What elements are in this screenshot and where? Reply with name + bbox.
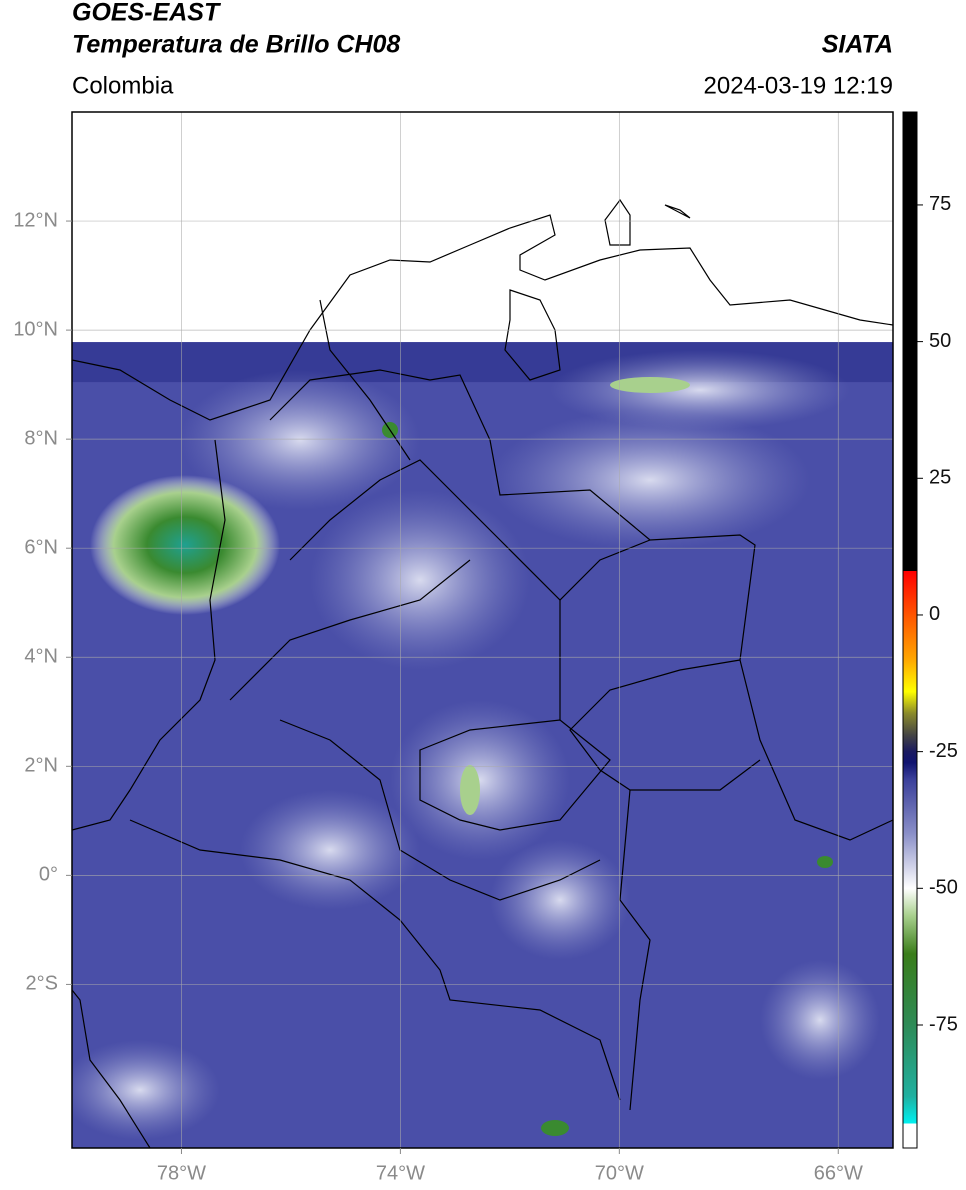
- colorbar-tick-label: 50: [929, 330, 951, 352]
- y-tick-label: 2°S: [26, 973, 58, 995]
- x-tick-label: 70°W: [595, 1162, 644, 1184]
- colorbar-tick-label: 75: [929, 193, 951, 215]
- y-tick-label: 12°N: [13, 209, 58, 231]
- x-tick-label: 78°W: [157, 1162, 206, 1184]
- title: GOES-EAST: [72, 0, 222, 27]
- map-frame: [71, 111, 894, 1149]
- colorbar: [902, 111, 918, 1149]
- map-overlay: [72, 112, 893, 1148]
- colorbar-tick-label: -75: [929, 1013, 958, 1035]
- convective-cell: [610, 377, 690, 393]
- y-tick-label: 2°N: [24, 755, 58, 777]
- convective-cell: [817, 856, 833, 868]
- colorbar-tick-label: 0: [929, 603, 940, 625]
- y-tick-label: 6°N: [24, 536, 58, 558]
- y-tick-label: 4°N: [24, 646, 58, 668]
- subtitle: Temperatura de Brillo CH08: [72, 31, 400, 59]
- source: SIATA: [822, 31, 893, 59]
- colorbar-tick-label: -25: [929, 740, 958, 762]
- convective-cell: [541, 1120, 569, 1136]
- borders: [129, 299, 893, 1111]
- region: Colombia: [72, 72, 174, 99]
- cloud-field: [72, 350, 880, 1140]
- colorbar-tick-label: -50: [929, 877, 958, 899]
- colorbar-tick-label: 25: [929, 467, 951, 489]
- y-tick-label: 0°: [39, 864, 58, 886]
- y-tick-label: 10°N: [13, 318, 58, 340]
- convective-cell: [460, 765, 480, 815]
- x-tick-label: 74°W: [376, 1162, 425, 1184]
- y-tick-label: 8°N: [24, 427, 58, 449]
- x-tick-label: 66°W: [814, 1162, 863, 1184]
- datetime: 2024-03-19 12:19: [704, 72, 894, 99]
- convective-cell: [90, 475, 280, 615]
- coastlines: [72, 198, 893, 1148]
